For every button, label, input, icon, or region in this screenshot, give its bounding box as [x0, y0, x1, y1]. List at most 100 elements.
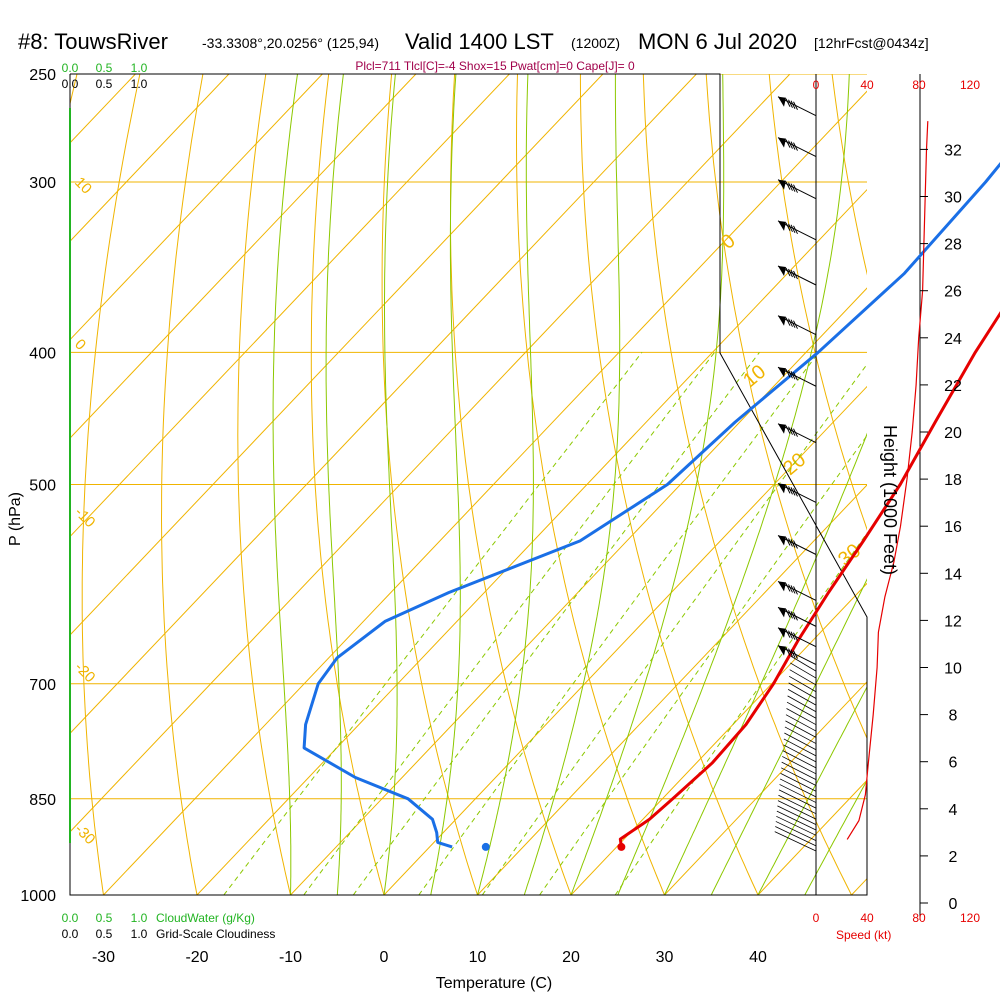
pressure-tick-label: 400 — [29, 345, 56, 362]
wind-barb — [777, 482, 817, 503]
wind-barb-feather — [790, 100, 796, 109]
moist-adiabat-45 — [804, 779, 867, 895]
wind-barb — [777, 423, 817, 444]
wind-barb-low — [779, 784, 817, 803]
wind-barb-feather — [785, 425, 791, 434]
dry-adiabat-10 — [381, 74, 479, 895]
wind-barb-low — [784, 732, 817, 751]
height-tick-label: 28 — [944, 237, 962, 254]
wind-barb-feather — [785, 317, 791, 326]
wind-barb-low — [788, 675, 817, 693]
moist-adiabat-label: 10 — [739, 361, 770, 392]
wind-barb-feather — [793, 650, 798, 659]
pressure-tick-label: 1000 — [20, 888, 56, 905]
height-tick-label: 10 — [944, 661, 962, 678]
wind-barb-feather — [785, 485, 791, 494]
wind-barb-feather — [790, 585, 796, 594]
x-tick-label: 10 — [469, 949, 487, 966]
wind-barb-flag — [778, 265, 786, 276]
isotherm--100 — [70, 74, 230, 242]
speed-tick-bottom: 40 — [860, 911, 874, 925]
wind-barb-feather — [790, 224, 796, 234]
wind-barb-feather — [785, 583, 791, 592]
wind-barb — [777, 606, 817, 627]
wind-barb-feather — [788, 538, 793, 547]
mixing-ratio-lines: 1 2 3 5 8 12 20 — [223, 351, 867, 919]
wind-barb-low — [790, 662, 817, 679]
wind-barb-low — [784, 726, 817, 744]
temperature-axis-ticks: -30 -20 -10 0 10 20 30 40 — [92, 949, 767, 966]
wind-barb-feather — [788, 486, 793, 495]
wind-barb-feather — [788, 584, 793, 593]
wind-barb-low — [785, 714, 817, 732]
mixing-ratio-line-5 — [418, 352, 820, 895]
wind-barb-feather — [785, 537, 791, 546]
isotherm--70 — [70, 74, 510, 538]
wind-barb-low — [777, 805, 817, 825]
height-tick-label: 14 — [944, 566, 962, 583]
temperature-profile — [618, 311, 1000, 848]
wind-barb-feather — [785, 369, 791, 378]
isotherm--60 — [70, 74, 604, 636]
forecast-label: [12hrFcst@0434z] — [814, 35, 929, 51]
wind-barb-low — [779, 778, 817, 798]
wind-barb-feather — [790, 611, 796, 620]
mixing-ratio-line-12 — [539, 434, 867, 895]
wind-barb-feather — [793, 488, 798, 497]
height-tick-label: 18 — [944, 472, 962, 489]
moist-adiabat-40 — [757, 685, 867, 895]
dry-adiabat-50 — [642, 74, 853, 895]
cloudiness-tick-bottom: 0.0 — [62, 927, 79, 941]
wind-barb-feather — [793, 612, 798, 621]
speed-tick-top: 40 — [860, 78, 874, 92]
speed-tick-bottom: 120 — [960, 911, 980, 925]
station-coords: -33.3308°,20.0256° (125,94) — [202, 35, 379, 51]
speed-tick-top: 0 — [813, 78, 820, 92]
x-tick-label: -10 — [279, 949, 302, 966]
speed-tick-top: 80 — [912, 78, 926, 92]
height-tick-label: 22 — [944, 378, 962, 395]
mixing-ratio-label: 20 — [610, 897, 632, 919]
height-tick-label: 6 — [949, 755, 958, 772]
dewpoint-profile — [302, 162, 1000, 849]
plot-frame — [69, 73, 921, 920]
wind-barb — [777, 137, 817, 158]
dry-adiabat-60 — [705, 74, 867, 740]
wind-barb-feather — [785, 98, 791, 107]
wind-barb-feather — [790, 649, 796, 658]
valid-date: MON 6 Jul 2020 — [638, 29, 797, 54]
wind-barb-feather — [793, 632, 798, 641]
height-tick-label: 26 — [944, 284, 962, 301]
wind-barb-low — [775, 826, 817, 847]
wind-barb — [777, 265, 817, 286]
wind-barb-low — [782, 756, 817, 775]
mixing-ratio-label: 8 — [477, 901, 494, 917]
wind-barb-feather — [793, 428, 798, 437]
wind-barb-flag — [778, 137, 786, 148]
wind-barb-low — [790, 655, 817, 672]
wind-barb-low — [774, 831, 817, 852]
wind-barb-feather — [788, 610, 793, 619]
wind-barb-flag — [778, 607, 786, 618]
wind-barb-flag — [778, 179, 786, 190]
wind-barb-flag — [778, 423, 786, 434]
y-axis-label: P (hPa) — [7, 492, 24, 546]
sounding-profiles — [302, 162, 1000, 851]
wind-barb-flag — [778, 627, 786, 638]
mixing-ratio-line-20 — [614, 532, 867, 895]
moist-adiabat-25 — [617, 74, 850, 895]
wind-barb-flag — [778, 96, 786, 107]
speed-label: Speed (kt) — [836, 928, 891, 942]
valid-time: Valid 1400 LST — [405, 29, 554, 54]
wind-barb-feather — [785, 629, 791, 638]
mixing-ratio-label: 2 — [302, 901, 319, 917]
mixing-ratio-label: 5 — [415, 901, 432, 917]
wind-barb-feather — [785, 139, 791, 148]
cloud-water-tick-top: 0.5 — [96, 61, 113, 75]
wind-barb-low — [787, 689, 817, 706]
moist-adiabat-20 — [570, 74, 725, 895]
wind-barb-feather — [790, 319, 796, 328]
dry-adiabat-label: 10 — [71, 174, 95, 198]
